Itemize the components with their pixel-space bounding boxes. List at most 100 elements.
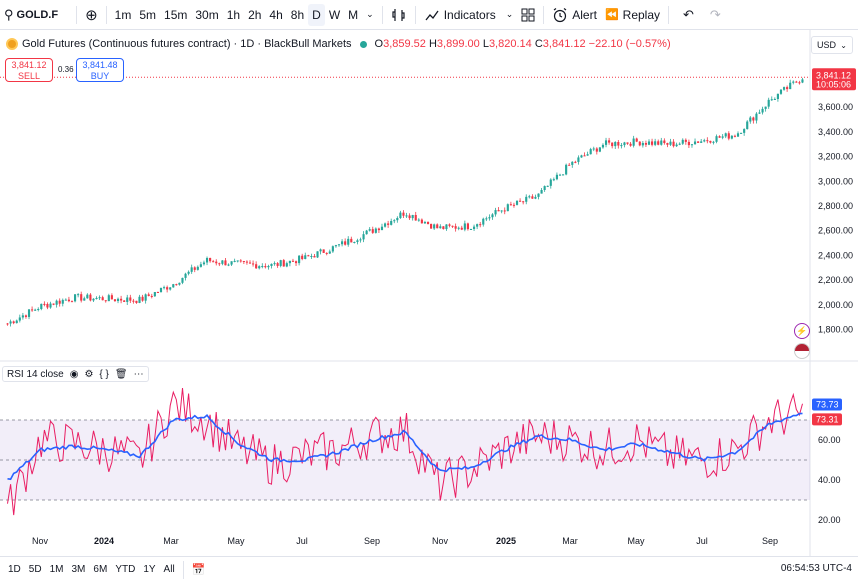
candle-body — [420, 219, 423, 224]
candle-body — [736, 133, 740, 137]
range-1d[interactable]: 1D — [8, 564, 21, 575]
range-1y[interactable]: 1Y — [143, 564, 156, 575]
candle-body — [162, 287, 166, 289]
candle-body — [789, 82, 792, 90]
price-tick-label: 2,600.00 — [818, 226, 853, 236]
range-1m[interactable]: 1M — [49, 564, 64, 575]
replay-button[interactable]: ⏪ Replay — [601, 0, 664, 30]
range-ytd[interactable]: YTD — [115, 564, 136, 575]
timeframe-dropdown[interactable]: ⌄ — [362, 0, 378, 30]
timeframe-1m[interactable]: 1m — [114, 7, 132, 22]
source-code-icon[interactable]: { } — [99, 368, 109, 380]
eye-icon[interactable]: ◉ — [69, 368, 79, 380]
timeframe-d[interactable]: D — [308, 3, 325, 26]
more-icon[interactable]: ⋯ — [133, 368, 144, 380]
settings-icon[interactable]: ⚙ — [84, 368, 94, 380]
candle-body — [374, 228, 377, 233]
candle-body — [580, 155, 583, 158]
divider — [381, 5, 383, 24]
sell-button[interactable]: 3,841.12 SELL — [5, 58, 53, 82]
candle-body — [393, 220, 396, 222]
candle-body — [503, 210, 506, 212]
candle-body — [476, 224, 479, 227]
alert-button[interactable]: Alert — [548, 0, 601, 30]
currency-selector[interactable]: USD ⌄ — [811, 36, 853, 54]
candle-body — [49, 303, 52, 308]
clock[interactable]: 06:54:53 UTC-4 — [780, 563, 852, 574]
chart-style-button[interactable] — [387, 0, 411, 30]
currency-label: USD — [817, 40, 837, 50]
candle-body — [153, 292, 156, 297]
candle-body — [660, 140, 663, 145]
rsi-tick-label: 20.00 — [818, 515, 841, 525]
symbol-title[interactable]: Gold Futures (Continuous futures contrac… — [22, 38, 352, 50]
timeframe-w[interactable]: W — [328, 7, 341, 22]
timeframe-m[interactable]: M — [348, 7, 359, 22]
range-6m[interactable]: 6M — [93, 564, 108, 575]
candle-body — [319, 249, 322, 252]
range-5d[interactable]: 5D — [28, 564, 42, 575]
candle-body — [255, 264, 258, 269]
rsi-label[interactable]: RSI 14 close — [7, 368, 64, 380]
candle-body — [592, 148, 595, 150]
timeframe-15m[interactable]: 15m — [164, 7, 188, 22]
candles-icon — [392, 8, 405, 21]
plus-circle-icon: ⊕ — [85, 6, 98, 24]
candle-body — [405, 215, 408, 217]
time-tick-label: Jul — [696, 536, 708, 546]
candle-body — [494, 210, 497, 215]
trash-icon[interactable]: 🗑 — [114, 368, 128, 380]
timeframe-5m[interactable]: 5m — [139, 7, 157, 22]
price-tick-label: 2,200.00 — [818, 275, 853, 285]
candle-body — [77, 294, 80, 296]
buy-button[interactable]: 3,841.48 BUY — [76, 58, 124, 82]
price-tick-label: 3,000.00 — [818, 176, 853, 186]
time-tick-label: Sep — [364, 536, 380, 546]
time-tick-label: Mar — [562, 536, 578, 546]
undo-button[interactable]: ↶ — [673, 0, 704, 30]
candle-body — [445, 224, 448, 230]
lightning-icon[interactable]: ⚡ — [794, 323, 810, 339]
candle-body — [681, 139, 684, 144]
chart-canvas[interactable]: 3,600.00 3,400.00 3,200.00 3,000.00 2,800.00… — [0, 30, 858, 556]
candle-body — [337, 244, 341, 246]
range-3m[interactable]: 3M — [71, 564, 86, 575]
candle-body — [537, 193, 540, 197]
symbol-search[interactable]: ⚲ GOLD.F — [0, 0, 62, 30]
candle-body — [718, 136, 721, 138]
calendar-icon[interactable]: 📅 — [191, 564, 206, 576]
candle-body — [135, 300, 138, 303]
time-tick-label: Nov — [32, 536, 49, 546]
candle-body — [110, 295, 113, 300]
close-label: C — [534, 38, 543, 50]
timeframe-2h[interactable]: 2h — [248, 7, 262, 22]
timeframe-4h[interactable]: 4h — [269, 7, 283, 22]
timeframe-8h[interactable]: 8h — [290, 7, 305, 22]
candle-body — [347, 238, 350, 245]
templates-button[interactable] — [517, 0, 539, 30]
candle-body — [543, 186, 546, 191]
price-tick-label: 3,400.00 — [818, 127, 853, 137]
timeframe-1h[interactable]: 1h — [226, 7, 241, 22]
candle-body — [583, 155, 586, 157]
price-tick-label: 2,400.00 — [818, 250, 853, 260]
candle-body — [359, 239, 362, 241]
candle-body — [595, 148, 598, 152]
candle-body — [313, 256, 316, 258]
candle-body — [436, 224, 439, 229]
candle-body — [715, 136, 718, 142]
timeframe-30m[interactable]: 30m — [195, 7, 219, 22]
range-all[interactable]: All — [163, 564, 175, 575]
rsi-value-tag — [812, 413, 842, 426]
redo-button[interactable]: ↷ — [704, 0, 727, 30]
candle-body — [301, 255, 304, 260]
candle-body — [635, 138, 638, 142]
rsi-background — [0, 419, 810, 501]
compare-button[interactable]: ⊕ — [81, 0, 102, 30]
candle-body — [399, 212, 402, 218]
candle-body — [261, 266, 264, 268]
indicators-button[interactable]: Indicators ⌄ — [420, 0, 518, 30]
candle-body — [322, 249, 325, 253]
us-flag-icon[interactable] — [794, 343, 810, 359]
candle-body — [224, 260, 227, 266]
